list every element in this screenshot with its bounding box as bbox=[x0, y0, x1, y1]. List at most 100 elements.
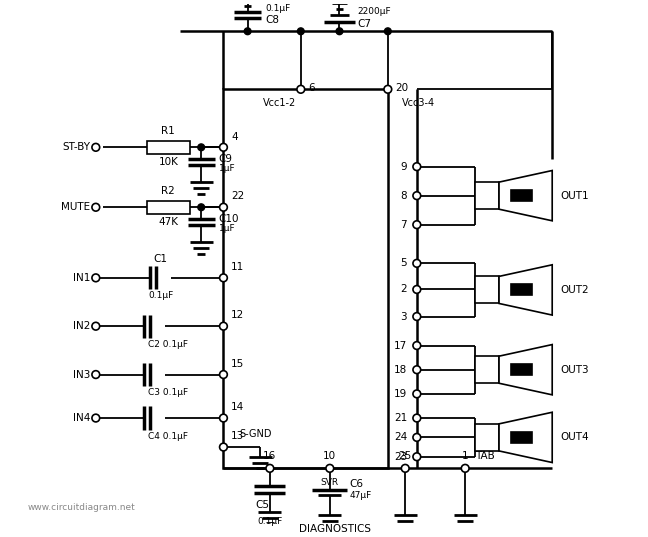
Circle shape bbox=[413, 414, 421, 422]
Circle shape bbox=[413, 313, 421, 321]
Text: OUT4: OUT4 bbox=[560, 432, 588, 442]
Circle shape bbox=[92, 371, 100, 379]
Text: IN2: IN2 bbox=[73, 321, 90, 331]
Text: OUT3: OUT3 bbox=[560, 365, 588, 375]
Text: 10: 10 bbox=[323, 451, 336, 461]
Circle shape bbox=[384, 28, 391, 35]
Text: R2: R2 bbox=[161, 186, 175, 195]
Text: 6: 6 bbox=[308, 83, 315, 93]
Circle shape bbox=[220, 443, 227, 451]
Circle shape bbox=[413, 192, 421, 200]
Circle shape bbox=[92, 204, 100, 211]
Circle shape bbox=[92, 274, 100, 282]
Circle shape bbox=[266, 465, 273, 472]
Circle shape bbox=[220, 322, 227, 330]
Text: 13: 13 bbox=[231, 431, 244, 441]
Text: R1: R1 bbox=[161, 126, 175, 136]
Bar bbox=[224, 89, 388, 468]
Bar bbox=[511, 365, 532, 375]
Text: 1: 1 bbox=[462, 451, 469, 461]
Text: S-GND: S-GND bbox=[239, 429, 272, 439]
Circle shape bbox=[461, 465, 469, 472]
Text: 20: 20 bbox=[395, 83, 409, 93]
Text: 3: 3 bbox=[400, 311, 407, 322]
Bar bbox=[475, 356, 499, 383]
Text: 22: 22 bbox=[231, 192, 244, 201]
Bar bbox=[475, 182, 499, 209]
Text: C7: C7 bbox=[357, 19, 371, 28]
Circle shape bbox=[413, 163, 421, 171]
Text: 23: 23 bbox=[394, 452, 407, 462]
Text: 14: 14 bbox=[231, 402, 244, 412]
Polygon shape bbox=[499, 171, 552, 221]
Text: C1: C1 bbox=[154, 255, 168, 264]
Text: ST-BY: ST-BY bbox=[62, 142, 90, 153]
Circle shape bbox=[413, 286, 421, 293]
Circle shape bbox=[220, 371, 227, 379]
Circle shape bbox=[297, 28, 304, 35]
Circle shape bbox=[220, 143, 227, 151]
Text: 7: 7 bbox=[400, 220, 407, 230]
Text: 1μF: 1μF bbox=[218, 224, 235, 233]
Circle shape bbox=[326, 465, 334, 472]
Text: C5: C5 bbox=[256, 500, 270, 510]
Polygon shape bbox=[499, 265, 552, 315]
Circle shape bbox=[413, 342, 421, 350]
Circle shape bbox=[92, 414, 100, 422]
Circle shape bbox=[413, 366, 421, 374]
Text: 18: 18 bbox=[394, 365, 407, 375]
Text: IN1: IN1 bbox=[73, 273, 90, 283]
Text: 2200μF: 2200μF bbox=[357, 8, 391, 17]
Text: OUT2: OUT2 bbox=[560, 285, 588, 295]
Text: SVR: SVR bbox=[321, 478, 339, 487]
Text: 4: 4 bbox=[231, 132, 238, 142]
Text: 2: 2 bbox=[400, 285, 407, 294]
Text: TAB: TAB bbox=[475, 451, 494, 461]
Circle shape bbox=[220, 274, 227, 282]
Circle shape bbox=[336, 28, 343, 35]
Text: C8: C8 bbox=[265, 14, 279, 25]
Polygon shape bbox=[499, 345, 552, 395]
Text: C10: C10 bbox=[218, 214, 239, 224]
Text: C9: C9 bbox=[218, 154, 233, 164]
Bar bbox=[147, 141, 190, 154]
Text: IN3: IN3 bbox=[73, 369, 90, 380]
Bar bbox=[147, 201, 190, 214]
Circle shape bbox=[244, 28, 251, 35]
Circle shape bbox=[198, 204, 205, 211]
Circle shape bbox=[413, 390, 421, 398]
Text: Vcc1-2: Vcc1-2 bbox=[262, 98, 296, 108]
Text: OUT1: OUT1 bbox=[560, 191, 588, 201]
Circle shape bbox=[220, 414, 227, 422]
Circle shape bbox=[198, 144, 205, 151]
Text: 0.1μF: 0.1μF bbox=[148, 292, 173, 300]
Text: 15: 15 bbox=[231, 359, 244, 369]
Bar bbox=[475, 277, 499, 303]
Text: www.circuitdiagram.net: www.circuitdiagram.net bbox=[28, 503, 136, 512]
Circle shape bbox=[384, 85, 391, 93]
Text: 5: 5 bbox=[400, 258, 407, 268]
Text: C4 0.1μF: C4 0.1μF bbox=[148, 432, 188, 440]
Text: 25: 25 bbox=[399, 451, 412, 461]
Circle shape bbox=[413, 259, 421, 267]
Text: 47μF: 47μF bbox=[349, 491, 371, 500]
Bar bbox=[511, 190, 532, 201]
Text: C2 0.1μF: C2 0.1μF bbox=[148, 340, 188, 349]
Text: 12: 12 bbox=[231, 310, 244, 321]
Text: 21: 21 bbox=[394, 413, 407, 423]
Circle shape bbox=[413, 221, 421, 229]
Text: 1μF: 1μF bbox=[218, 164, 235, 173]
Text: DIAGNOSTICS: DIAGNOSTICS bbox=[299, 525, 371, 534]
Text: 0.1μF: 0.1μF bbox=[265, 4, 290, 12]
Text: IN4: IN4 bbox=[73, 413, 90, 423]
Circle shape bbox=[413, 453, 421, 461]
Text: C6: C6 bbox=[349, 479, 363, 489]
Text: 10K: 10K bbox=[158, 157, 178, 167]
Text: 0.1μF: 0.1μF bbox=[257, 517, 283, 526]
Text: 11: 11 bbox=[231, 262, 244, 272]
Circle shape bbox=[297, 85, 305, 93]
Text: 19: 19 bbox=[394, 389, 407, 399]
Circle shape bbox=[92, 143, 100, 151]
Circle shape bbox=[220, 204, 227, 211]
Text: Vcc3-4: Vcc3-4 bbox=[402, 98, 435, 108]
